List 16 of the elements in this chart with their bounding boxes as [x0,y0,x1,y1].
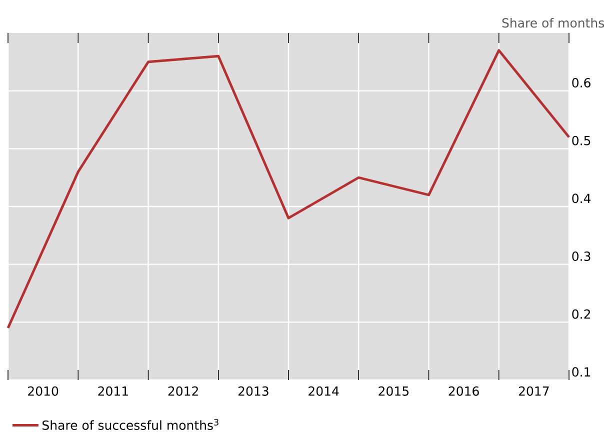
y-tick-label: 0.1 [572,367,590,377]
y-tick-label: 0.3 [572,252,590,261]
x-tick-label: 2017 [518,386,549,396]
x-tick-label: 2010 [28,386,58,396]
y-axis-title: Share of months [502,18,604,28]
y-tick-label: 0.4 [572,194,591,204]
x-tick-label: 2013 [238,386,268,396]
y-tick-label: 0.5 [572,136,590,146]
legend-label: Share of successful months$^{3}$ [42,418,218,430]
y-tick-label: 0.6 [572,78,590,88]
x-tick-label: 2012 [168,386,198,396]
y-tick-label: 0.2 [572,309,590,319]
x-tick-label: 2015 [378,386,408,396]
x-tick-label: 2014 [308,386,339,396]
x-tick-label: 2016 [448,386,479,396]
x-tick-label: 2011 [98,386,128,396]
